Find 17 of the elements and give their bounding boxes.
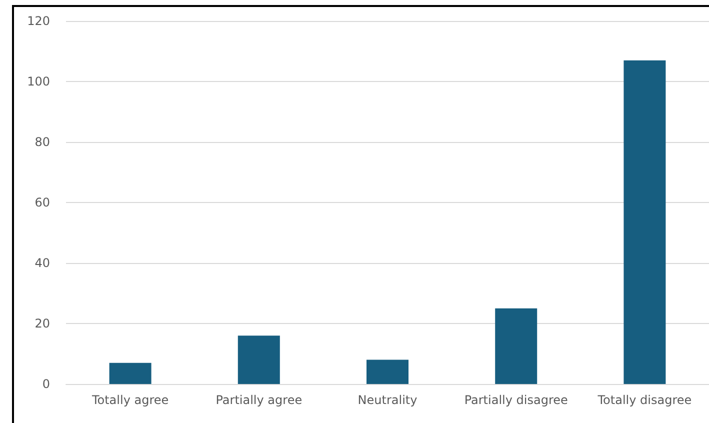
y-tick-label: 60	[34, 196, 50, 210]
bar	[238, 336, 280, 384]
y-tick-label: 40	[34, 256, 50, 270]
y-tick-label: 80	[34, 135, 50, 149]
x-tick-label: Partially disagree	[464, 393, 568, 407]
x-tick-label: Partially agree	[216, 393, 302, 407]
bar	[366, 360, 408, 384]
x-tick-label: Totally disagree	[596, 393, 692, 407]
x-tick-label: Neutrality	[358, 393, 418, 407]
y-tick-label: 100	[27, 74, 50, 88]
y-tick-label: 20	[34, 316, 50, 330]
bar	[624, 60, 666, 384]
y-tick-label: 0	[42, 377, 50, 391]
bar	[109, 362, 152, 384]
y-tick-label: 120	[27, 14, 50, 28]
bar	[495, 308, 538, 384]
x-tick-label: Totally agree	[90, 393, 169, 407]
